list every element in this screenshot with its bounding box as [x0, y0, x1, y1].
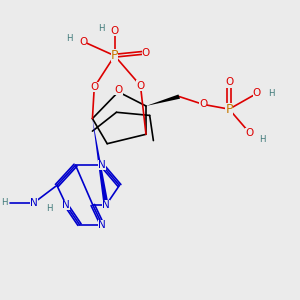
Text: O: O — [245, 128, 253, 138]
Text: N: N — [62, 200, 70, 210]
Text: O: O — [90, 82, 98, 92]
Text: N: N — [30, 198, 38, 208]
Text: O: O — [199, 99, 207, 110]
Text: P: P — [225, 103, 233, 116]
Polygon shape — [146, 94, 180, 106]
Text: O: O — [225, 77, 233, 87]
Text: O: O — [142, 48, 150, 58]
Text: O: O — [110, 26, 119, 36]
Text: O: O — [79, 37, 87, 46]
Text: N: N — [98, 220, 106, 230]
Text: O: O — [253, 88, 261, 98]
Text: N: N — [102, 200, 110, 210]
Text: H: H — [98, 25, 105, 34]
Text: N: N — [98, 160, 106, 170]
Text: H: H — [66, 34, 72, 43]
Text: O: O — [136, 81, 145, 91]
Text: O: O — [114, 85, 122, 95]
Polygon shape — [92, 118, 109, 205]
Text: P: P — [111, 49, 118, 62]
Text: H: H — [46, 204, 52, 213]
Text: H: H — [268, 89, 274, 98]
Text: H: H — [259, 135, 265, 144]
Text: H: H — [2, 198, 8, 207]
